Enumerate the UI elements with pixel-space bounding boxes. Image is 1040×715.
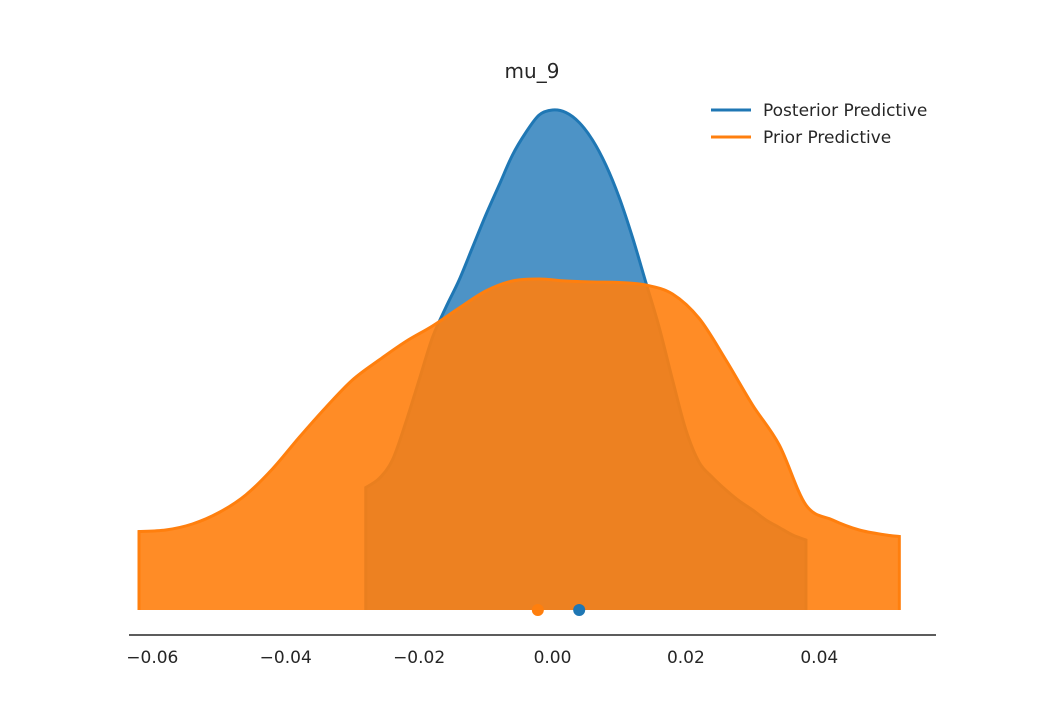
density-line-prior-predictive [137,277,901,611]
mean-point-prior-predictive [531,604,544,616]
x-tick-label: 0.00 [534,648,572,668]
plot-area [137,108,901,616]
legend-label-posterior: Posterior Predictive [763,101,927,121]
legend: Posterior Predictive Prior Predictive [711,101,927,148]
density-area-prior-predictive [139,279,900,610]
x-axis-ticks: −0.06 −0.04 −0.02 0.00 0.02 0.04 [126,648,838,668]
x-tick-label: −0.02 [393,648,445,668]
x-tick-label: 0.02 [667,648,705,668]
x-tick-label: 0.04 [800,648,838,668]
chart-title: mu_9 [505,59,560,83]
x-tick-label: −0.06 [126,648,178,668]
x-tick-label: −0.04 [260,648,312,668]
legend-label-prior: Prior Predictive [763,128,891,148]
mean-point-posterior-predictive [573,604,586,616]
